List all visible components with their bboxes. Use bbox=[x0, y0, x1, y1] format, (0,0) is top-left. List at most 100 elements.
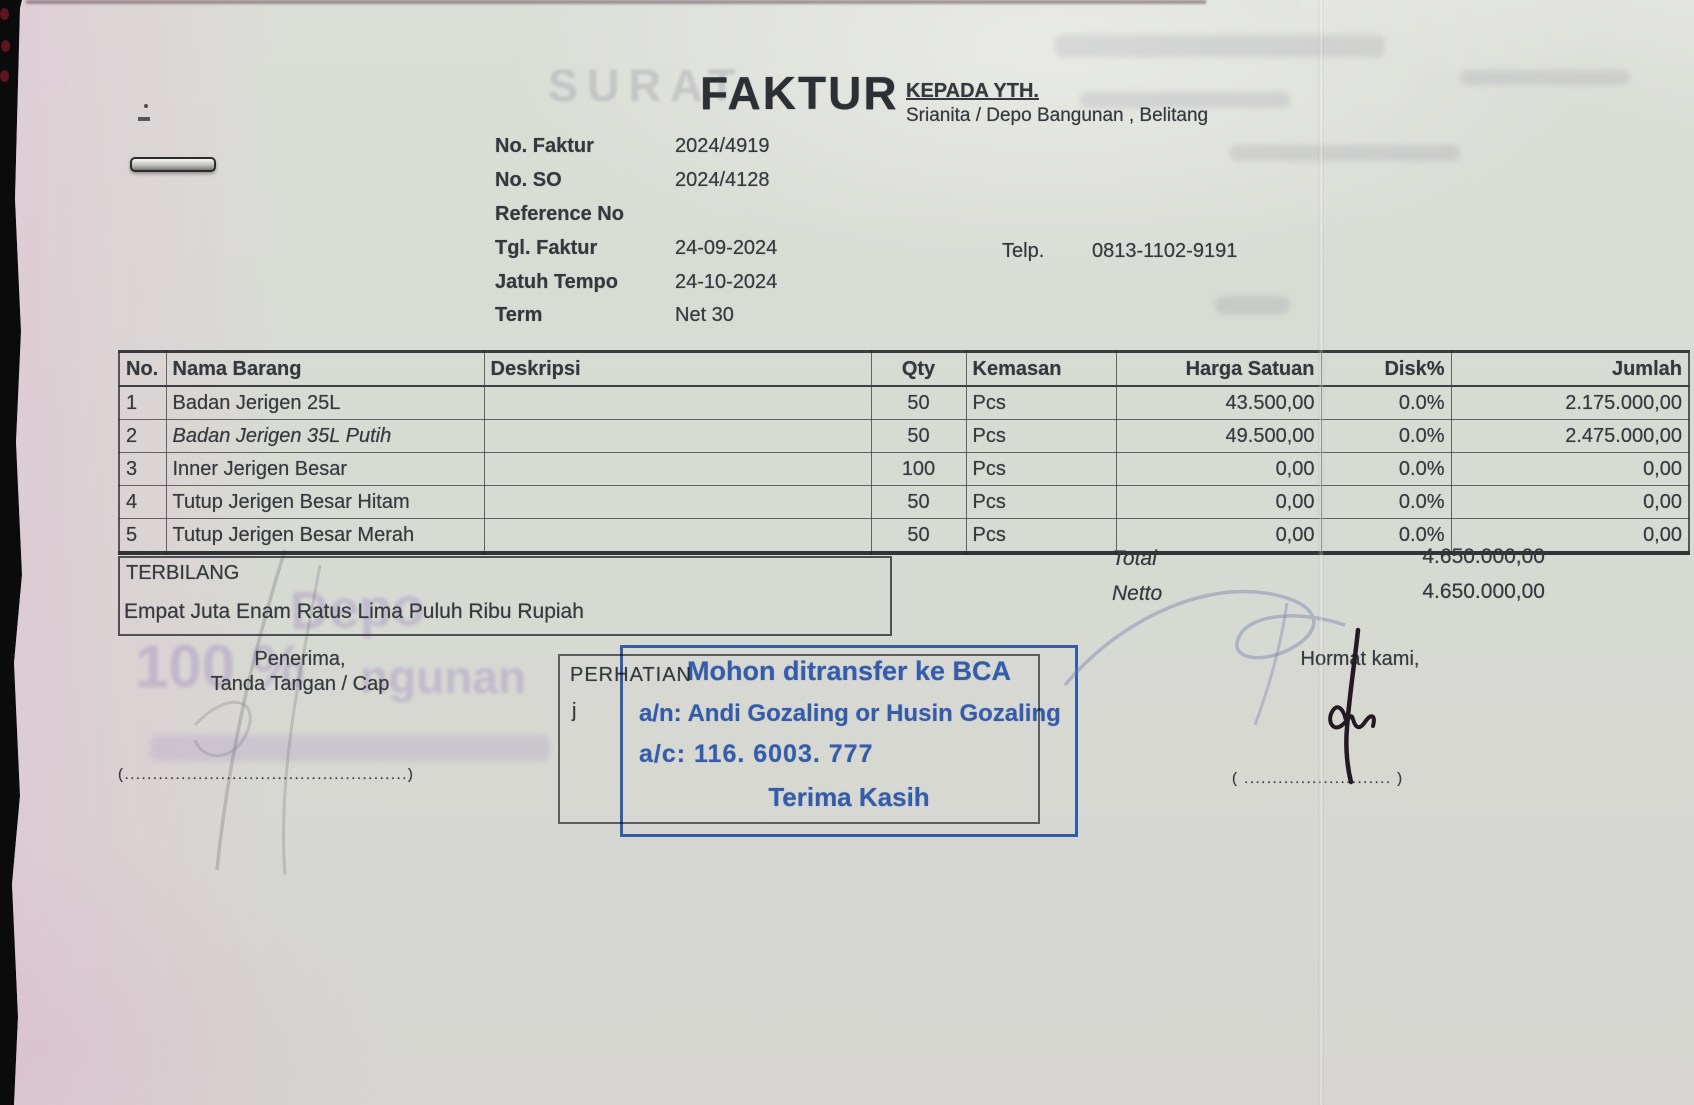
terbilang-label: TERBILANG bbox=[126, 562, 240, 584]
penerima-label: Penerima, bbox=[254, 648, 346, 670]
perhatian-text-fragment: j bbox=[572, 700, 577, 722]
ink-dot-mark bbox=[144, 104, 148, 108]
total-value: 4.650.000,00 bbox=[1422, 545, 1545, 568]
col-kemasan: Kemasan bbox=[965, 351, 1117, 387]
table-row: 4 Tutup Jerigen Besar Hitam 50 Pcs 0,00 … bbox=[118, 485, 1690, 519]
stamp-line-thanks: Terima Kasih bbox=[768, 782, 930, 812]
cell-qty: 50 bbox=[870, 518, 967, 554]
meta-value: 24-09-2024 bbox=[675, 237, 778, 259]
cell-jumlah: 0,00 bbox=[1450, 452, 1690, 486]
table-row: 5 Tutup Jerigen Besar Merah 50 Pcs 0,00 … bbox=[118, 518, 1690, 554]
stamp-line-account-name: a/n: Andi Gozaling or Husin Gozaling bbox=[639, 700, 1061, 727]
col-disk: Disk% bbox=[1320, 351, 1452, 387]
cell-deskripsi bbox=[483, 419, 872, 453]
cell-nama: Badan Jerigen 25L bbox=[165, 385, 485, 420]
cell-kemasan: Pcs bbox=[965, 518, 1117, 554]
cell-disk: 0.0% bbox=[1320, 518, 1452, 554]
cell-nama: Badan Jerigen 35L Putih bbox=[165, 419, 485, 453]
signature-bleed-blue bbox=[1063, 589, 1346, 726]
cell-kemasan: Pcs bbox=[965, 419, 1117, 453]
total-label: Total bbox=[1112, 547, 1157, 570]
col-no: No. bbox=[118, 351, 167, 387]
cell-jumlah: 2.175.000,00 bbox=[1450, 385, 1690, 420]
signature-line-left: (.......................................… bbox=[118, 766, 415, 783]
terbilang-box: TERBILANG Empat Juta Enam Ratus Lima Pul… bbox=[118, 556, 892, 636]
bleed-through-smudge bbox=[1080, 92, 1290, 108]
scan-edge-artifact bbox=[0, 8, 9, 20]
recipient-label: KEPADA YTH. bbox=[906, 80, 1039, 102]
cell-qty: 100 bbox=[870, 452, 967, 486]
cell-kemasan: Pcs bbox=[965, 385, 1117, 420]
signature-pen bbox=[1328, 627, 1376, 785]
bleed-through-smudge bbox=[150, 735, 550, 761]
cell-jumlah: 0,00 bbox=[1450, 485, 1690, 519]
cell-qty: 50 bbox=[870, 419, 967, 453]
cell-no: 2 bbox=[118, 419, 167, 453]
bleed-through-smudge bbox=[1230, 145, 1460, 161]
cell-disk: 0.0% bbox=[1320, 385, 1452, 420]
meta-value: 2024/4128 bbox=[675, 169, 770, 191]
phone-label: Telp. bbox=[1002, 240, 1045, 262]
cell-harga: 0,00 bbox=[1115, 452, 1322, 486]
col-harga: Harga Satuan bbox=[1115, 351, 1322, 387]
cell-no: 4 bbox=[118, 485, 167, 519]
cell-deskripsi bbox=[483, 452, 872, 486]
table-row: 1 Badan Jerigen 25L 50 Pcs 43.500,00 0.0… bbox=[118, 385, 1690, 420]
meta-label: No. SO bbox=[495, 169, 562, 191]
bleed-through-smudge bbox=[1460, 70, 1630, 85]
meta-value: 2024/4919 bbox=[675, 135, 770, 157]
table-row: 2 Badan Jerigen 35L Putih 50 Pcs 49.500,… bbox=[118, 419, 1690, 453]
recipient-name: Srianita / Depo Bangunan , Belitang bbox=[906, 105, 1209, 126]
meta-label: Term bbox=[495, 304, 543, 326]
perhatian-label: PERHATIAN bbox=[570, 664, 692, 686]
scan-edge-artifact bbox=[1, 40, 10, 52]
cell-harga: 0,00 bbox=[1115, 485, 1322, 519]
cell-nama: Tutup Jerigen Besar Merah bbox=[165, 518, 485, 554]
perhatian-box: PERHATIAN j bbox=[558, 654, 1040, 824]
items-table: No. Nama Barang Deskripsi Qty Kemasan Ha… bbox=[118, 350, 1690, 555]
cell-deskripsi bbox=[483, 518, 872, 554]
bleed-through-smudge bbox=[1055, 35, 1385, 57]
payment-stamp: Mohon ditransfer ke BCA a/n: Andi Gozali… bbox=[620, 645, 1078, 837]
cell-no: 1 bbox=[118, 385, 167, 420]
cell-jumlah: 2.475.000,00 bbox=[1450, 419, 1690, 453]
pencil-signature-bleed bbox=[193, 549, 322, 876]
terbilang-text: Empat Juta Enam Ratus Lima Puluh Ribu Ru… bbox=[124, 600, 584, 623]
table-header-row: No. Nama Barang Deskripsi Qty Kemasan Ha… bbox=[118, 351, 1690, 387]
cell-harga: 49.500,00 bbox=[1115, 419, 1322, 453]
cell-no: 3 bbox=[118, 452, 167, 486]
netto-label: Netto bbox=[1112, 582, 1163, 605]
cell-harga: 43.500,00 bbox=[1115, 385, 1322, 420]
netto-value: 4.650.000,00 bbox=[1422, 580, 1545, 603]
bleed-through-smudge bbox=[1215, 296, 1290, 314]
meta-value: 24-10-2024 bbox=[675, 271, 778, 293]
penerima-sublabel: Tanda Tangan / Cap bbox=[210, 673, 390, 695]
cell-kemasan: Pcs bbox=[965, 452, 1117, 486]
cell-kemasan: Pcs bbox=[965, 485, 1117, 519]
stamp-line-bank: Mohon ditransfer ke BCA bbox=[686, 656, 1012, 686]
signature-line-right: ( .......................... ) bbox=[1232, 770, 1404, 787]
meta-value: Net 30 bbox=[675, 304, 734, 326]
staple bbox=[130, 157, 216, 172]
stamp-line-account-number: a/c: 116. 6003. 777 bbox=[639, 740, 874, 768]
col-qty: Qty bbox=[870, 351, 967, 387]
scan-edge-artifact bbox=[0, 70, 9, 82]
meta-label: Tgl. Faktur bbox=[495, 237, 598, 259]
cell-qty: 50 bbox=[870, 385, 967, 420]
cell-qty: 50 bbox=[870, 485, 967, 519]
cell-no: 5 bbox=[118, 518, 167, 554]
col-deskripsi: Deskripsi bbox=[483, 351, 872, 387]
invoice-title: FAKTUR bbox=[700, 67, 899, 119]
cell-nama: Inner Jerigen Besar bbox=[165, 452, 485, 486]
col-nama: Nama Barang bbox=[165, 351, 485, 387]
phone-value: 0813-1102-9191 bbox=[1092, 240, 1238, 262]
col-jumlah: Jumlah bbox=[1450, 351, 1690, 387]
cell-disk: 0.0% bbox=[1320, 419, 1452, 453]
hormat-kami-label: Hormat kami, bbox=[1300, 648, 1420, 670]
cell-jumlah: 0,00 bbox=[1450, 518, 1690, 554]
cell-nama: Tutup Jerigen Besar Hitam bbox=[165, 485, 485, 519]
cell-disk: 0.0% bbox=[1320, 485, 1452, 519]
paper-crease-vertical bbox=[1318, 0, 1324, 1105]
ink-dash-mark bbox=[138, 117, 150, 121]
